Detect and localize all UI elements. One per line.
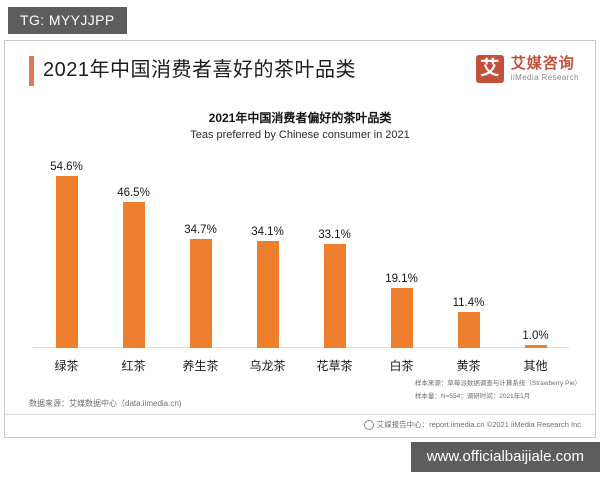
bar-绿茶[interactable] [55,176,78,348]
category-label: 养生茶 [182,359,219,373]
bar-value-label: 1.0% [522,329,549,342]
category-label: 绿茶 [54,359,79,373]
sample-size-line: 样本量：N=554；调研时间：2021年1月 [414,392,531,400]
bar-slot: 1.0% 其他 [502,153,569,373]
bar-红茶[interactable] [122,201,145,348]
copyright-text: 艾媒报告中心：report.iimedia.cn ©2021 iiMedia R… [376,420,581,429]
copyright-line: 艾媒报告中心：report.iimedia.cn ©2021 iiMedia R… [363,419,581,430]
bar-value-label: 54.6% [50,161,83,174]
brand-logo: 艾 艾媒咨询 iiMedia Research [475,55,579,83]
bar-白茶[interactable] [390,287,413,348]
copyright-bar: 艾媒报告中心：report.iimedia.cn ©2021 iiMedia R… [5,414,595,437]
sample-note: 样本来源：草莓派数据调查与计算系统（Strawberry Pie） 样本量：N=… [415,378,581,403]
category-label: 乌龙茶 [249,359,286,373]
bar-黄茶[interactable] [457,312,480,348]
bar-slot: 33.1% 花草茶 [301,153,368,373]
category-label: 红茶 [121,359,146,373]
brand-name-cn: 艾媒咨询 [510,54,575,72]
bar-其他[interactable] [524,344,547,348]
brand-text: 艾媒咨询 iiMedia Research [511,56,579,82]
bar-value-label: 11.4% [452,297,485,310]
bar-养生茶[interactable] [189,238,212,348]
bar-slot: 34.7% 养生茶 [167,153,234,373]
bar-value-label: 34.1% [251,225,284,238]
bar-花草茶[interactable] [323,243,346,348]
bar-slot: 34.1% 乌龙茶 [234,153,301,373]
report-card: 2021年中国消费者喜好的茶叶品类 艾 艾媒咨询 iiMedia Researc… [4,40,596,438]
bar-slot: 19.1% 白茶 [368,153,435,373]
brand-name-en: iiMedia Research [510,72,579,82]
bar-slot: 11.4% 黄茶 [435,153,502,373]
title-accent-bar [29,56,34,86]
chart-title: 2021年中国消费者偏好的茶叶品类 [208,111,392,125]
bar-value-label: 46.5% [117,186,150,199]
bar-value-label: 34.7% [184,223,217,236]
bar-slot: 54.6% 绿茶 [33,153,100,373]
category-label: 花草茶 [316,359,353,373]
page-title: 2021年中国消费者喜好的茶叶品类 [43,59,356,81]
bar-value-label: 33.1% [318,228,351,241]
brand-mark-icon: 艾 [475,55,504,83]
site-watermark: www.officialbaijiale.com [410,442,600,472]
bar-乌龙茶[interactable] [256,240,279,348]
bar-value-label: 19.1% [385,272,418,285]
category-label: 其他 [523,359,548,373]
x-axis-line [33,347,569,348]
chart-subtitle: Teas preferred by Chinese consumer in 20… [190,129,410,141]
bar-slot: 46.5% 红茶 [100,153,167,373]
sample-source-line: 样本来源：草莓派数据调查与计算系统（Strawberry Pie） [414,380,581,388]
data-source-note: 数据来源：艾媒数据中心（data.iimedia.cn) [29,399,182,408]
card-header: 2021年中国消费者喜好的茶叶品类 艾 艾媒咨询 iiMedia Researc… [5,41,595,99]
chart-plot-area: 54.6% 绿茶 46.5% 红茶 34.7% 养生茶 34.1% 乌龙茶 33.1% 花草茶 19… [33,153,569,373]
category-label: 白茶 [389,359,414,373]
category-label: 黄茶 [456,359,481,373]
tg-watermark: TG: MYYJJPP [8,7,127,34]
copyright-icon [363,419,374,430]
